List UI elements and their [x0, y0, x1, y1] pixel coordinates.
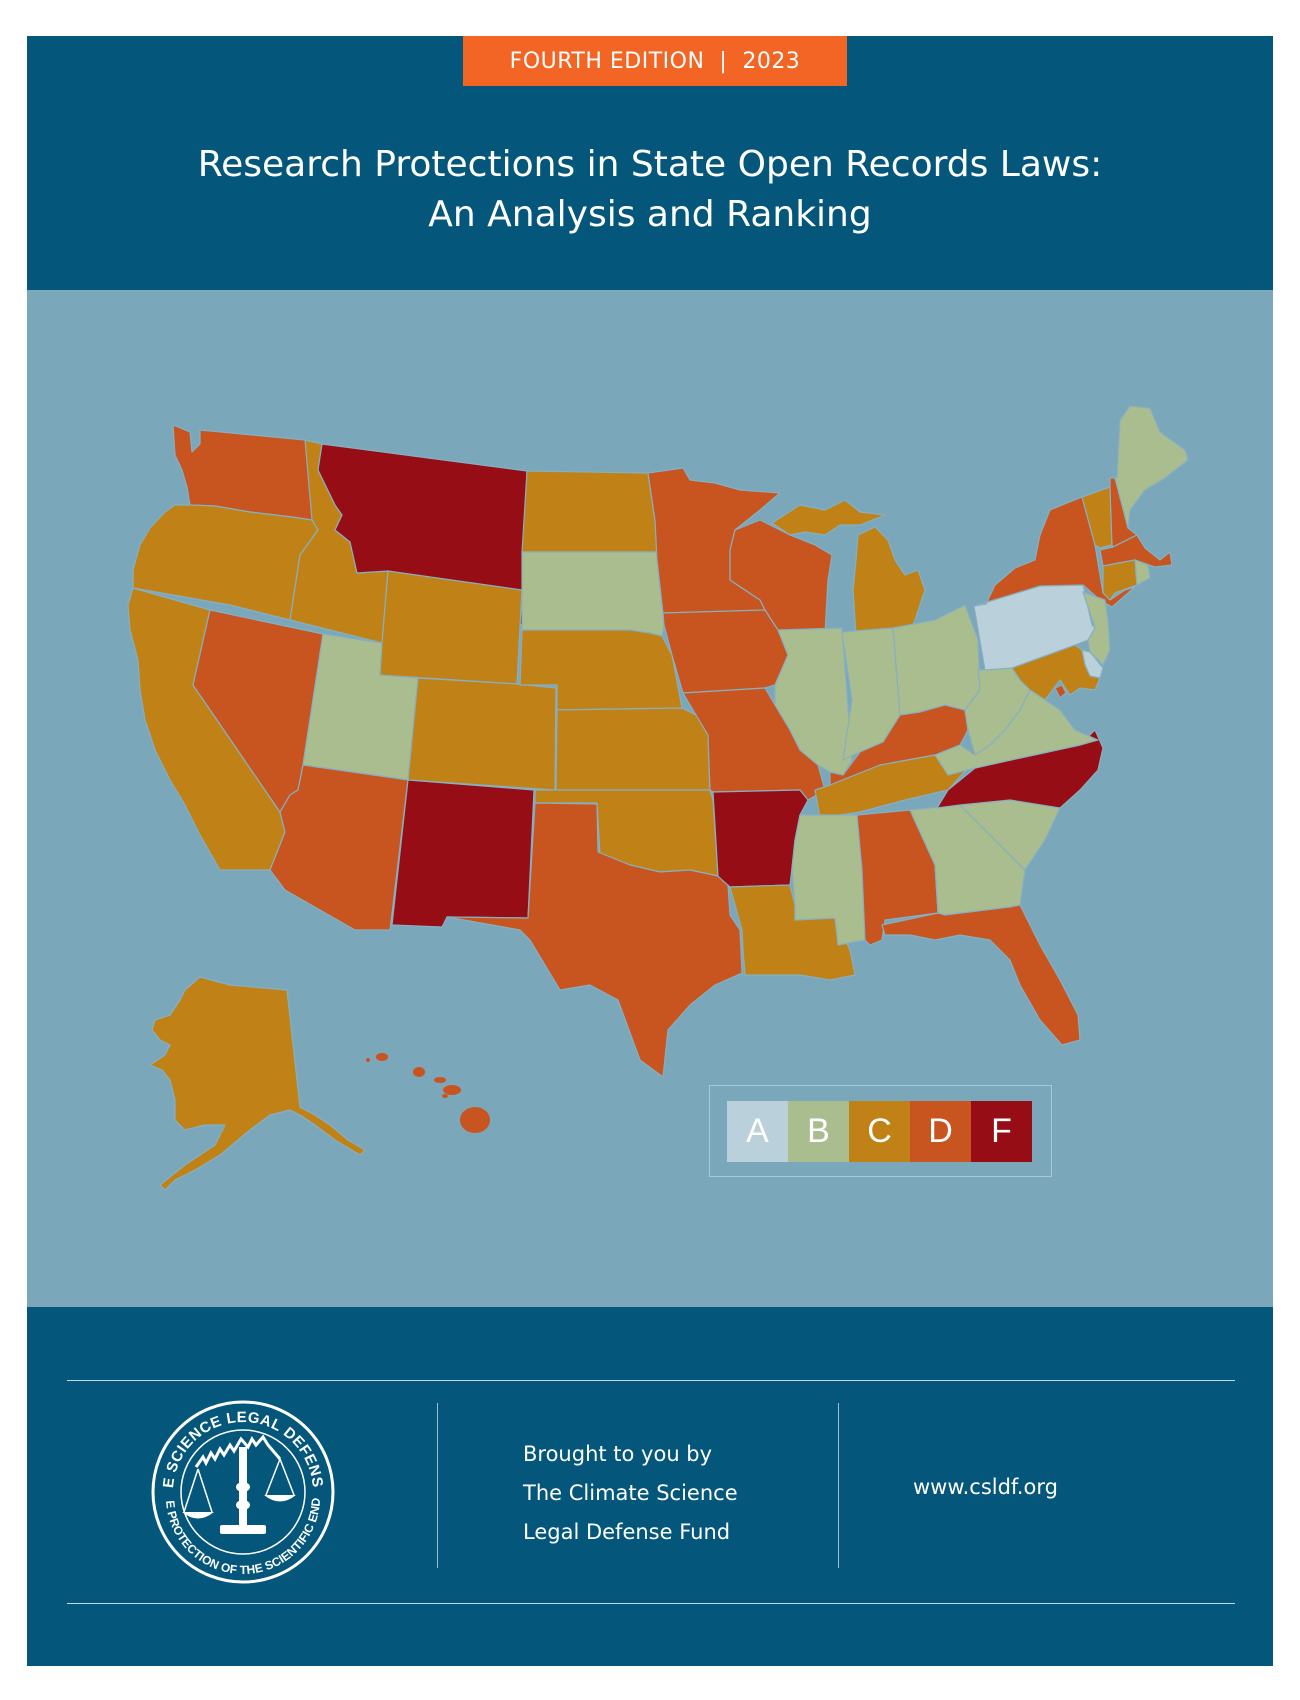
- page-title: Research Protections in State Open Recor…: [27, 140, 1273, 240]
- legend-row: A B C D F: [727, 1101, 1032, 1162]
- grade-legend: A B C D F: [709, 1085, 1052, 1177]
- legend-grade-b: B: [788, 1101, 849, 1162]
- state-ia: [662, 609, 789, 694]
- state-ri: [1134, 559, 1151, 586]
- state-mi-lp: [852, 526, 926, 648]
- legend-grade-f: F: [971, 1101, 1032, 1162]
- cover-header: FOURTH EDITION | 2023 Research Protectio…: [27, 36, 1273, 290]
- website-url: www.csldf.org: [913, 1475, 1058, 1499]
- attribution-line-1: Brought to you by: [523, 1442, 713, 1466]
- state-ak: [149, 976, 366, 1191]
- footer-bottom-rule: [67, 1603, 1235, 1604]
- legend-grade-d: D: [910, 1101, 971, 1162]
- state-me: [1114, 405, 1189, 529]
- footer-divider-left: [437, 1403, 438, 1568]
- state-wy: [379, 570, 523, 685]
- state-sd: [521, 551, 665, 637]
- state-dc: [1054, 684, 1067, 699]
- attribution-line-2: The Climate Science: [523, 1481, 738, 1505]
- title-line-1: Research Protections in State Open Recor…: [197, 144, 1103, 185]
- state-hi: [366, 1053, 490, 1133]
- state-ne: [519, 629, 683, 711]
- state-nj: [1082, 591, 1111, 666]
- state-ks: [555, 707, 711, 791]
- state-nd: [521, 470, 659, 553]
- state-mi-up: [771, 499, 886, 536]
- footer-top-rule: [67, 1380, 1235, 1381]
- edition-badge: FOURTH EDITION | 2023: [463, 36, 847, 86]
- state-md: [1011, 644, 1101, 701]
- us-grade-map: A B C D F: [27, 290, 1273, 1307]
- attribution-line-3: Legal Defense Fund: [523, 1520, 731, 1544]
- state-fl: [881, 904, 1081, 1046]
- state-wv: [964, 667, 1031, 756]
- state-az: [269, 764, 409, 931]
- state-tx: [446, 802, 743, 1078]
- legend-grade-c: C: [849, 1101, 910, 1162]
- state-nm: [391, 779, 535, 928]
- title-line-2: An Analysis and Ranking: [428, 194, 872, 235]
- attribution-text: Brought to you by The Climate Science Le…: [523, 1435, 738, 1552]
- report-cover: FOURTH EDITION | 2023 Research Protectio…: [27, 36, 1273, 1666]
- footer-divider-right: [838, 1403, 839, 1568]
- state-vt: [1081, 486, 1113, 549]
- legend-grade-a: A: [727, 1101, 788, 1162]
- state-co: [407, 677, 557, 791]
